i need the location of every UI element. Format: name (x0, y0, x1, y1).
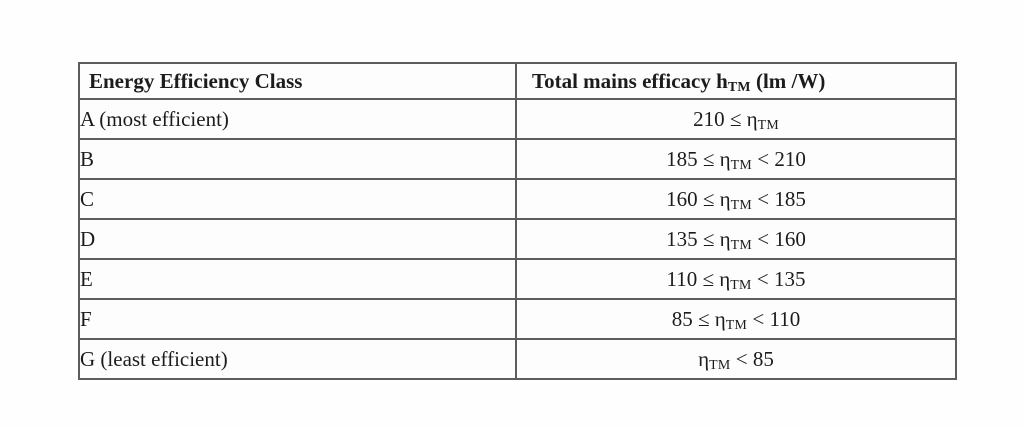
class-label-cell: E (78, 258, 517, 300)
efficacy-subscript: TM (757, 117, 779, 133)
efficacy-prefix: 110 ≤ η (666, 266, 731, 291)
efficacy-suffix: < 110 (747, 306, 801, 331)
table-row: F 85 ≤ ηTM < 110 (78, 298, 957, 340)
efficacy-subscript: TM (730, 157, 752, 173)
efficacy-subscript: TM (725, 317, 748, 333)
efficacy-suffix: < 185 (752, 186, 806, 211)
energy-efficiency-table: Energy Efficiency Class Total mains effi… (78, 62, 957, 380)
energy-efficiency-table-container: Energy Efficiency Class Total mains effi… (78, 62, 957, 380)
efficacy-suffix: < 85 (730, 346, 774, 371)
table-row: G (least efficient) ηTM < 85 (78, 338, 957, 380)
efficacy-prefix: 210 ≤ η (693, 106, 758, 131)
efficacy-value-cell: 210 ≤ ηTM (515, 98, 957, 140)
efficacy-prefix: 160 ≤ η (666, 186, 731, 211)
efficacy-value-cell: 110 ≤ ηTM < 135 (515, 258, 957, 300)
efficacy-value-cell: 85 ≤ ηTM < 110 (515, 298, 957, 340)
class-label: C (80, 186, 95, 211)
efficacy-value-cell: 160 ≤ ηTM < 185 (515, 178, 957, 220)
efficacy-subscript: TM (730, 277, 752, 293)
efficacy-prefix: η (698, 346, 710, 371)
class-label-cell: C (78, 178, 517, 220)
efficacy-subscript: TM (730, 197, 752, 213)
efficacy-value-cell: 185 ≤ ηTM < 210 (515, 138, 957, 180)
header-row: Energy Efficiency Class Total mains effi… (78, 62, 957, 100)
efficacy-suffix: < 210 (752, 146, 806, 171)
efficacy-prefix: 135 ≤ η (666, 226, 731, 251)
class-label: G (least efficient) (80, 346, 228, 371)
efficacy-suffix: < 160 (752, 226, 806, 251)
efficacy-value-cell: 135 ≤ ηTM < 160 (515, 218, 957, 260)
column-header-class: Energy Efficiency Class (78, 62, 517, 100)
table-row: C 160 ≤ ηTM < 185 (78, 178, 957, 220)
efficacy-prefix: 85 ≤ η (671, 306, 726, 331)
class-label: E (80, 266, 93, 291)
table-row: E 110 ≤ ηTM < 135 (78, 258, 957, 300)
class-label-cell: G (least efficient) (78, 338, 517, 380)
column-header-efficacy-prefix: Total mains efficacy h (532, 68, 728, 93)
table-row: D 135 ≤ ηTM < 160 (78, 218, 957, 260)
efficacy-suffix: < 135 (751, 266, 806, 291)
efficacy-value-cell: ηTM < 85 (515, 338, 957, 380)
class-label-cell: D (78, 218, 517, 260)
class-label: B (80, 146, 95, 171)
table-row: A (most efficient) 210 ≤ ηTM (78, 98, 957, 140)
column-header-efficacy: Total mains efficacy hTM (lm /W) (515, 62, 957, 100)
class-label: F (80, 306, 92, 331)
efficacy-subscript: TM (709, 357, 731, 373)
class-label: D (80, 226, 96, 251)
class-label-cell: A (most efficient) (78, 98, 517, 140)
table-row: B 185 ≤ ηTM < 210 (78, 138, 957, 180)
class-label: A (most efficient) (80, 106, 229, 131)
class-label-cell: B (78, 138, 517, 180)
column-header-efficacy-subscript: TM (727, 79, 751, 95)
class-label-cell: F (78, 298, 517, 340)
efficacy-subscript: TM (730, 237, 752, 253)
column-header-class-label: Energy Efficiency Class (89, 68, 303, 93)
efficacy-prefix: 185 ≤ η (666, 146, 731, 171)
column-header-efficacy-suffix: (lm /W) (750, 68, 826, 93)
